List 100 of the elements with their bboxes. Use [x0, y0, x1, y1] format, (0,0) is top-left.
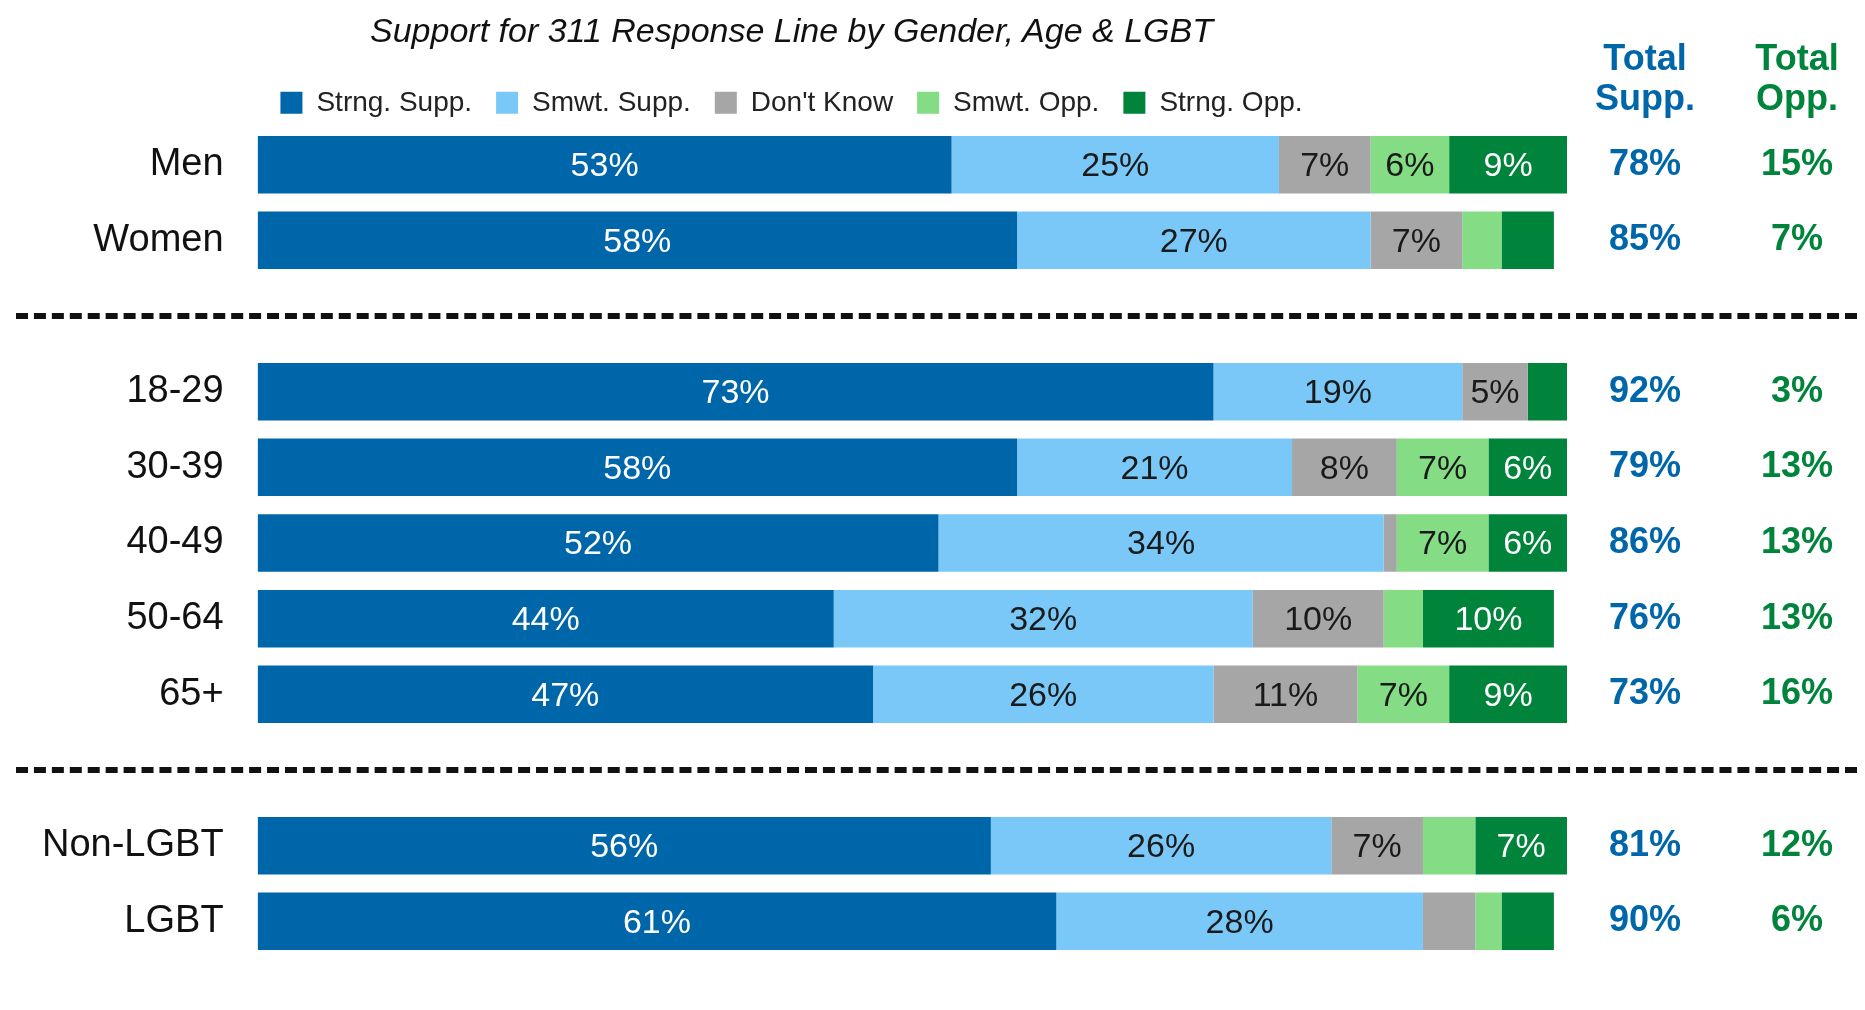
y-tick-label: 40-49: [126, 519, 224, 562]
text: 86%: [1608, 519, 1682, 561]
bar: [1475, 892, 1502, 951]
bar: [1213, 665, 1358, 724]
data-label: 26%: [1009, 674, 1078, 713]
data-label: 11%: [1252, 674, 1319, 713]
bar: [1396, 514, 1489, 572]
y-tick-label: Non-LGBT: [41, 822, 224, 865]
data-label: 6%: [1503, 447, 1553, 486]
bar: [257, 589, 834, 648]
text: 76%: [1608, 595, 1682, 637]
data-label: 53%: [570, 145, 639, 184]
y-tick-label: LGBT: [124, 897, 224, 940]
text: 13%: [1760, 595, 1834, 637]
data-label: 61%: [622, 901, 692, 940]
legend-label: Strng. Opp.: [1159, 85, 1303, 117]
bar: [1056, 892, 1423, 951]
text: 90%: [1608, 898, 1682, 940]
data-label: 56%: [590, 826, 659, 865]
bar: [1278, 135, 1371, 194]
data-label: 7%: [1418, 447, 1468, 486]
text: 15%: [1760, 141, 1834, 183]
legend-label: Don't Know: [750, 85, 894, 117]
text: 3%: [1770, 368, 1824, 410]
data-label: 34%: [1127, 523, 1196, 562]
text: 79%: [1608, 444, 1682, 486]
bar: [257, 362, 1214, 421]
bar: [1213, 362, 1463, 421]
y-tick-label: Men: [149, 141, 224, 184]
text: 81%: [1608, 822, 1682, 864]
data-label: 26%: [1127, 826, 1196, 865]
bar: [1331, 816, 1423, 875]
data-label: 32%: [1009, 599, 1078, 638]
bar: [1422, 816, 1476, 875]
data-label: 7%: [1352, 826, 1402, 865]
data-label: 7%: [1391, 220, 1441, 259]
bar: [1527, 362, 1567, 421]
text: 85%: [1608, 217, 1682, 259]
bar: [257, 665, 874, 724]
bar: [257, 816, 991, 875]
data-label: 7%: [1418, 523, 1468, 562]
data-label: 7%: [1496, 826, 1546, 865]
bar: [1292, 438, 1397, 497]
bar: [257, 211, 1018, 270]
data-label: 19%: [1303, 372, 1372, 411]
bar: [1396, 438, 1489, 497]
bar: [1383, 514, 1397, 572]
y-tick-label: 65+: [159, 670, 224, 713]
text: 12%: [1760, 822, 1834, 864]
data-label: 5%: [1470, 372, 1520, 411]
bar: [257, 514, 939, 572]
text: 16%: [1760, 671, 1834, 713]
bar: [990, 816, 1332, 875]
bar: [257, 892, 1057, 951]
bar: [873, 665, 1214, 724]
bar: [1475, 816, 1567, 875]
legend-label: Strng. Supp.: [316, 85, 473, 117]
bar: [1501, 211, 1554, 270]
data-label: 58%: [603, 447, 672, 486]
data-label: 9%: [1483, 145, 1533, 184]
y-tick-label: 18-29: [126, 368, 224, 411]
bar: [1017, 211, 1371, 270]
bar: [1449, 665, 1567, 724]
y-tick-label: 30-39: [126, 443, 224, 486]
y-tick-label: 50-64: [126, 595, 224, 638]
data-label: 25%: [1081, 145, 1150, 184]
data-label: 8%: [1319, 447, 1369, 486]
data-label: 73%: [701, 372, 770, 411]
data-label: 21%: [1120, 447, 1189, 486]
text: 7%: [1770, 217, 1824, 259]
text: 13%: [1760, 519, 1834, 561]
data-label: 6%: [1385, 145, 1435, 184]
bar: [951, 135, 1279, 194]
bar: [1462, 211, 1502, 270]
bar: [1252, 589, 1384, 648]
bar: [1449, 135, 1567, 194]
y-tick-label: Women: [93, 216, 224, 259]
data-label: 44%: [511, 599, 580, 638]
data-label: 6%: [1503, 523, 1553, 562]
legend-label: Smwt. Supp.: [532, 85, 691, 117]
bar: [1017, 438, 1293, 497]
bar: [1488, 514, 1567, 572]
text: 6%: [1770, 898, 1824, 940]
text: 73%: [1608, 671, 1682, 713]
data-label: 28%: [1205, 901, 1274, 940]
text: 78%: [1608, 141, 1682, 183]
bar: [257, 438, 1018, 497]
bar: [1370, 211, 1463, 270]
data-label: 7%: [1378, 674, 1428, 713]
data-label: 9%: [1483, 674, 1533, 713]
text: Total Opp.: [1755, 36, 1839, 118]
data-label: 7%: [1300, 145, 1350, 184]
data-label: 10%: [1284, 599, 1353, 638]
chart-title: Support for 311 Response Line by Gender, Age & LGBT: [370, 10, 1216, 49]
text: Total Supp.: [1595, 36, 1695, 118]
bar: [1501, 892, 1554, 951]
data-label: 47%: [531, 674, 600, 713]
text: 13%: [1760, 444, 1834, 486]
legend-label: Smwt. Opp.: [953, 85, 1100, 117]
bar: [833, 589, 1253, 648]
